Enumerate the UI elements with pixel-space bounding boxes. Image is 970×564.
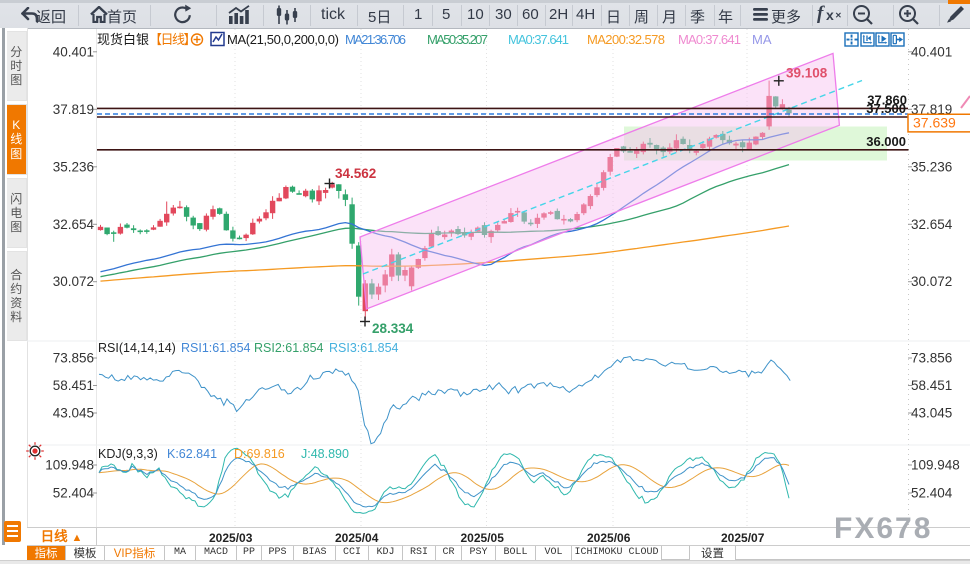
svg-text:43.045: 43.045	[911, 406, 952, 421]
svg-text:34.562: 34.562	[335, 166, 376, 181]
svg-text:K:62.841: K:62.841	[167, 447, 217, 461]
svg-text:73.856: 73.856	[911, 351, 952, 366]
svg-text:73.856: 73.856	[53, 351, 94, 366]
svg-text:35.236: 35.236	[911, 159, 952, 174]
svg-text:MA200:32.578: MA200:32.578	[587, 32, 665, 47]
svg-text:43.045: 43.045	[53, 406, 94, 421]
svg-text:MA21:36.706: MA21:36.706	[345, 32, 406, 47]
svg-text:30.072: 30.072	[53, 274, 94, 289]
svg-text:37.639: 37.639	[913, 115, 956, 131]
svg-text:32.654: 32.654	[53, 217, 95, 232]
svg-text:109.948: 109.948	[911, 458, 960, 473]
svg-text:MA(21,50,0,200,0,0): MA(21,50,0,200,0,0)	[227, 32, 339, 47]
svg-text:52.404: 52.404	[53, 486, 95, 501]
svg-text:RSI2:61.854: RSI2:61.854	[254, 341, 324, 355]
svg-text:37.860: 37.860	[867, 93, 907, 108]
svg-text:D:69.816: D:69.816	[234, 447, 285, 461]
svg-text:MA: MA	[752, 32, 772, 47]
svg-text:RSI(14,14,14): RSI(14,14,14)	[98, 341, 176, 355]
svg-text:32.654: 32.654	[911, 217, 953, 232]
svg-text:现货白银: 现货白银	[97, 32, 149, 47]
svg-text:52.404: 52.404	[911, 486, 953, 501]
svg-text:40.401: 40.401	[911, 44, 952, 59]
svg-text:28.334: 28.334	[372, 321, 414, 336]
svg-text:109.948: 109.948	[45, 458, 94, 473]
svg-text:RSI3:61.854: RSI3:61.854	[329, 341, 399, 355]
svg-text:30.072: 30.072	[911, 274, 952, 289]
svg-text:MA0:37.641: MA0:37.641	[508, 32, 569, 47]
svg-text:MA0:37.641: MA0:37.641	[678, 32, 741, 47]
svg-text:58.451: 58.451	[53, 378, 94, 393]
svg-text:37.819: 37.819	[53, 102, 94, 117]
svg-text:RSI1:61.854: RSI1:61.854	[181, 341, 251, 355]
svg-text:37.819: 37.819	[911, 102, 952, 117]
svg-text:58.451: 58.451	[911, 378, 952, 393]
svg-text:J:48.890: J:48.890	[301, 447, 349, 461]
svg-text:KDJ(9,3,3): KDJ(9,3,3)	[98, 447, 158, 461]
svg-text:35.236: 35.236	[53, 159, 94, 174]
svg-text:40.401: 40.401	[53, 44, 94, 59]
svg-text:MA50:35.207: MA50:35.207	[427, 32, 488, 47]
svg-text:36.000: 36.000	[866, 134, 906, 149]
svg-text:39.108: 39.108	[786, 66, 828, 81]
svg-text:37.500: 37.500	[866, 101, 906, 116]
svg-text:【日线】: 【日线】	[149, 32, 195, 47]
